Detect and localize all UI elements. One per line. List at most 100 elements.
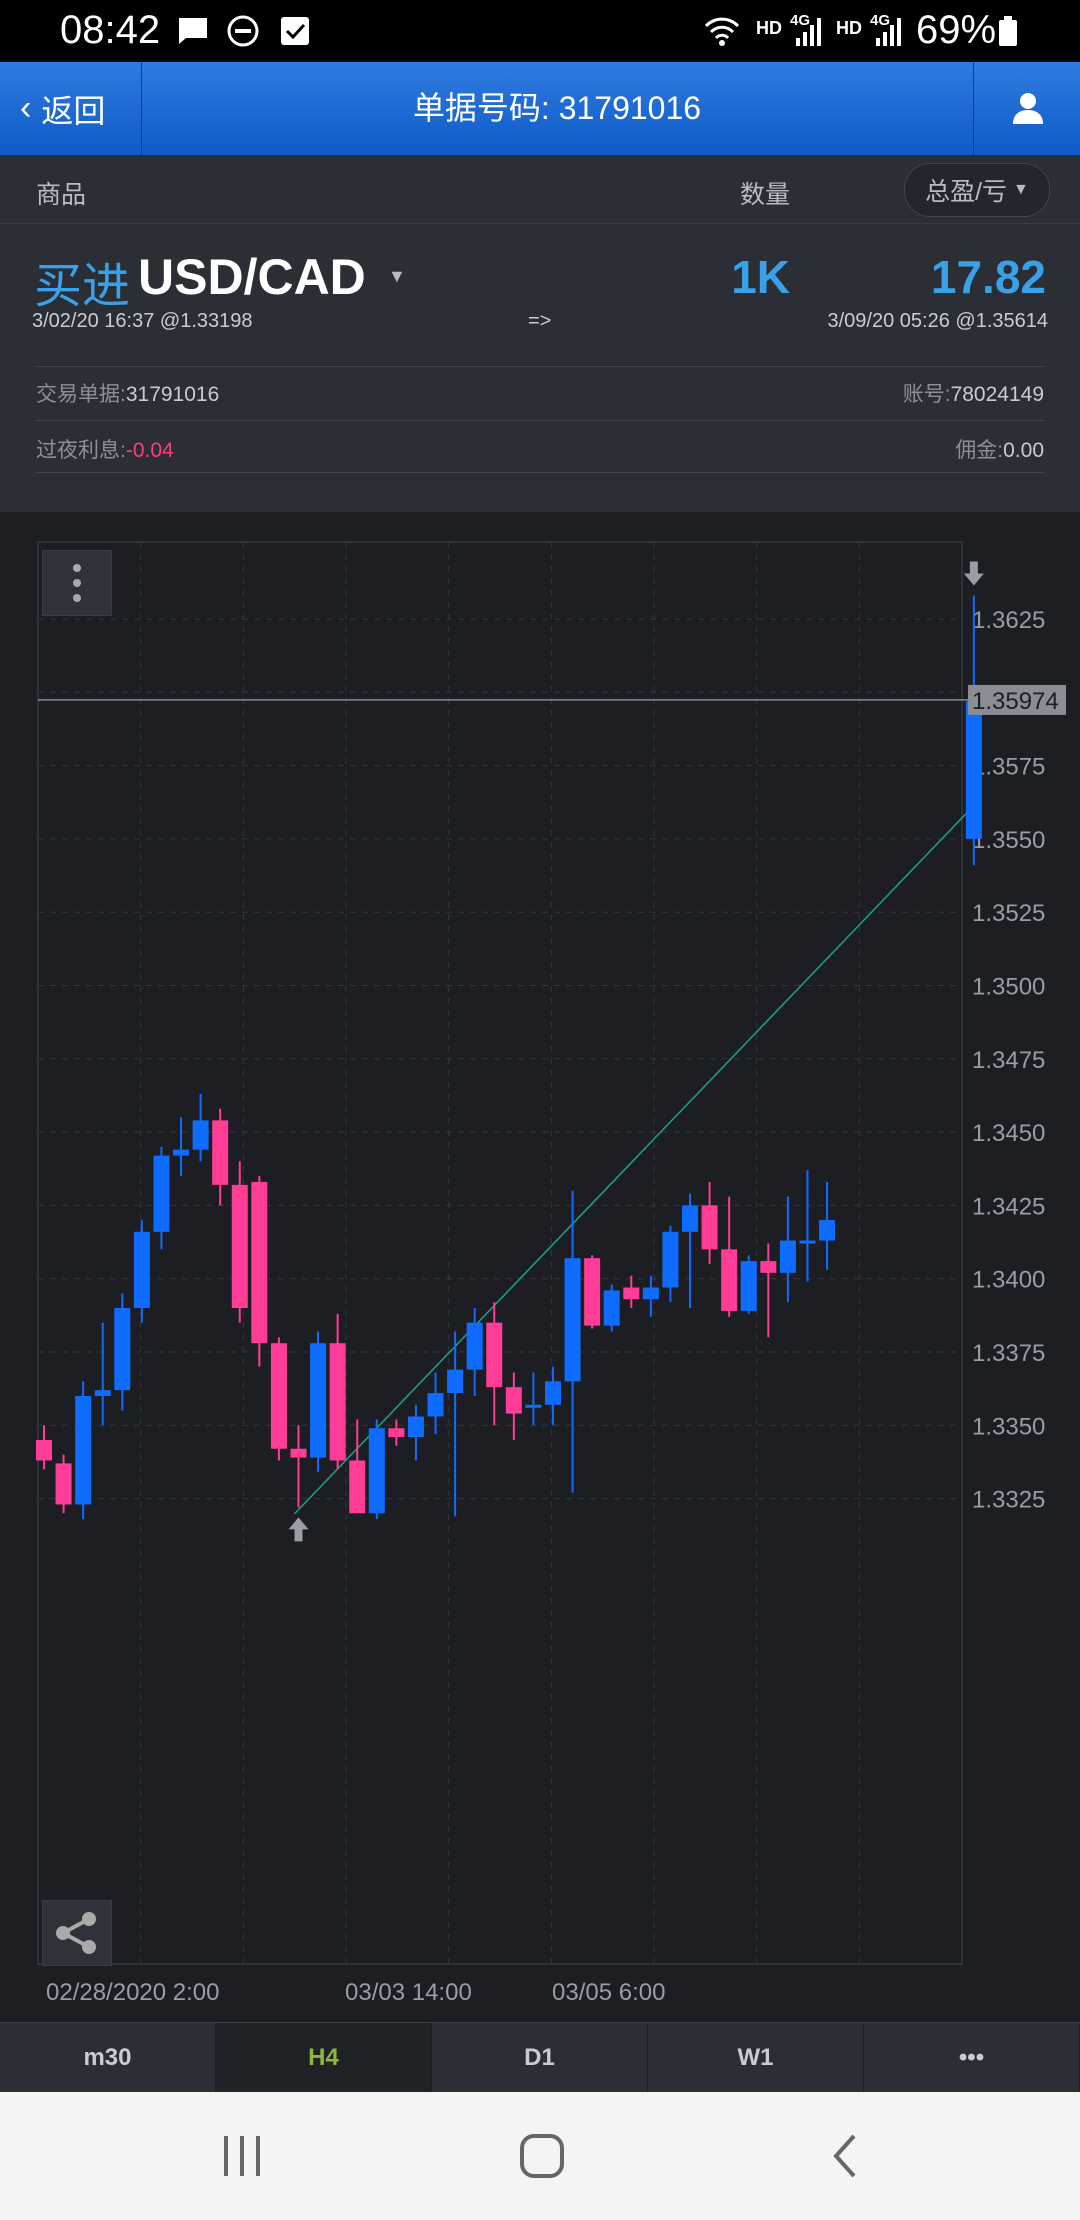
account-row: 账号:78024149 (700, 378, 1044, 408)
candle-bullish (153, 1155, 170, 1232)
quantity-column-label: 数量 (740, 181, 791, 209)
timeframe-w1[interactable]: W1 (648, 2023, 864, 2093)
y-tick-label: 1.3475 (972, 1047, 1045, 1074)
candle-bearish (349, 1460, 366, 1514)
candle-bullish (368, 1428, 385, 1514)
y-tick-label: 1.3350 (972, 1413, 1045, 1440)
y-tick-label: 1.3375 (972, 1340, 1045, 1367)
product-column-label: 商品 (36, 181, 87, 209)
candle-bullish (564, 1258, 581, 1382)
candle-bullish (603, 1290, 620, 1326)
quantity-value: 1K (731, 251, 790, 303)
account-value: 78024149 (950, 383, 1044, 406)
trade-line (293, 804, 975, 1515)
user-icon (1013, 93, 1043, 124)
column-header: 商品 数量 总盈/亏 ▼ (0, 155, 1080, 224)
candle-bullish (192, 1120, 209, 1150)
pnl-dropdown[interactable]: 总盈/亏 ▼ (904, 163, 1050, 217)
back-button[interactable]: ‹ 返回 (0, 62, 142, 155)
candle-bearish (251, 1181, 268, 1344)
home-icon[interactable] (518, 2132, 566, 2180)
chevron-left-icon: ‹ (20, 89, 32, 127)
timeframe-more-button[interactable]: ••• (864, 2023, 1080, 2093)
y-tick-label: 1.3425 (972, 1193, 1045, 1220)
timeframe-m30[interactable]: m30 (0, 2023, 216, 2093)
candle-bearish (212, 1120, 229, 1185)
swap-label: 过夜利息: (36, 439, 126, 462)
profile-button[interactable] (973, 62, 1080, 155)
chart-menu-button[interactable] (42, 550, 112, 616)
candle-bearish (584, 1258, 601, 1326)
candle-bullish (94, 1390, 111, 1396)
network-type-2: HD (836, 18, 862, 38)
candle-bullish (133, 1231, 150, 1309)
y-tick-label: 1.3450 (972, 1120, 1045, 1147)
y-tick-label: 1.3525 (972, 900, 1045, 927)
candle-bearish (721, 1249, 738, 1311)
candle-bullish (740, 1261, 757, 1311)
candle-bullish (799, 1240, 816, 1244)
commission-row: 佣金:0.00 (700, 434, 1044, 464)
candlestick-svg[interactable]: 1.3625 1.3575 1.3550 1.3525 1.3500 1.3475 1.34… (0, 512, 1080, 2022)
candle-bullish (544, 1381, 561, 1405)
arrow-text: => (528, 310, 552, 332)
candle-bullish (447, 1369, 464, 1394)
y-tick-label: 1.3500 (972, 974, 1045, 1001)
swap-value: -0.04 (125, 439, 174, 462)
candle-bullish (779, 1240, 796, 1273)
recent-apps-icon[interactable] (220, 2132, 264, 2180)
plot-frame (37, 541, 963, 1965)
signal-type-2: 4G (870, 12, 891, 29)
position-panel: 买进 USD/CAD ▼ 1K 17.82 3/02/20 16:37 @1.3… (0, 224, 1080, 512)
y-tick-label: 1.3400 (972, 1267, 1045, 1294)
current-price-label: 1.35974 (972, 688, 1059, 715)
share-icon (56, 1912, 96, 1954)
checkbox-notification-icon (281, 17, 309, 45)
price-chart[interactable]: 1.3625 1.3575 1.3550 1.3525 1.3500 1.3475 1.34… (0, 512, 1080, 2022)
more-vertical-icon (73, 564, 81, 602)
candle-bullish (407, 1416, 424, 1438)
divider (35, 366, 1045, 367)
entry-arrow-icon (288, 1517, 309, 1542)
dnd-icon (227, 15, 259, 47)
symbol-dropdown-icon[interactable]: ▼ (388, 266, 406, 286)
candle-bearish (36, 1439, 52, 1461)
candle-bullish (466, 1322, 483, 1370)
divider (35, 420, 1045, 421)
caret-down-icon: ▼ (1013, 181, 1029, 198)
candle-bullish (682, 1205, 699, 1232)
current-price-badge (968, 684, 1066, 715)
trade-id-label: 交易单据: (36, 383, 126, 406)
x-tick-label: 02/28/2020 2:00 (46, 1979, 220, 2006)
battery-percent: 69% (916, 8, 997, 52)
exit-arrow-icon (963, 561, 984, 586)
divider (35, 472, 1045, 473)
candle-bullish (114, 1308, 131, 1391)
y-tick-label: 1.3575 (972, 754, 1045, 781)
x-tick-label: 03/05 6:00 (552, 1979, 665, 2006)
pnl-value: 17.82 (930, 251, 1046, 303)
candle-bearish (231, 1184, 248, 1309)
share-button[interactable] (42, 1900, 112, 1966)
y-tick-label: 1.3625 (972, 607, 1045, 634)
timeframe-h4[interactable]: H4 (216, 2023, 432, 2093)
back-nav-icon[interactable] (828, 2132, 860, 2180)
message-icon (179, 18, 207, 44)
candle-bullish (965, 701, 982, 839)
y-tick-label: 1.3325 (972, 1487, 1045, 1514)
candle-bearish (290, 1448, 307, 1458)
timeframe-d1[interactable]: D1 (432, 2023, 648, 2093)
status-bar: 08:42 HD 4G HD 4G 69% (0, 0, 1080, 62)
candle-bearish (486, 1322, 503, 1388)
candle-bullish (310, 1343, 327, 1458)
candle-bearish (701, 1205, 718, 1250)
nav-bar: ‹ 返回 单据号码: 31791016 (0, 62, 1080, 155)
candle-bullish (525, 1404, 542, 1408)
y-tick-label: 1.3550 (972, 827, 1045, 854)
signal-icon-2 (876, 18, 901, 46)
candle-bullish (75, 1395, 92, 1505)
trade-id-value: 31791016 (125, 383, 220, 406)
pnl-dropdown-label: 总盈/亏 (925, 178, 1008, 206)
commission-value: 0.00 (1003, 439, 1044, 462)
network-type-1: HD (756, 18, 782, 38)
